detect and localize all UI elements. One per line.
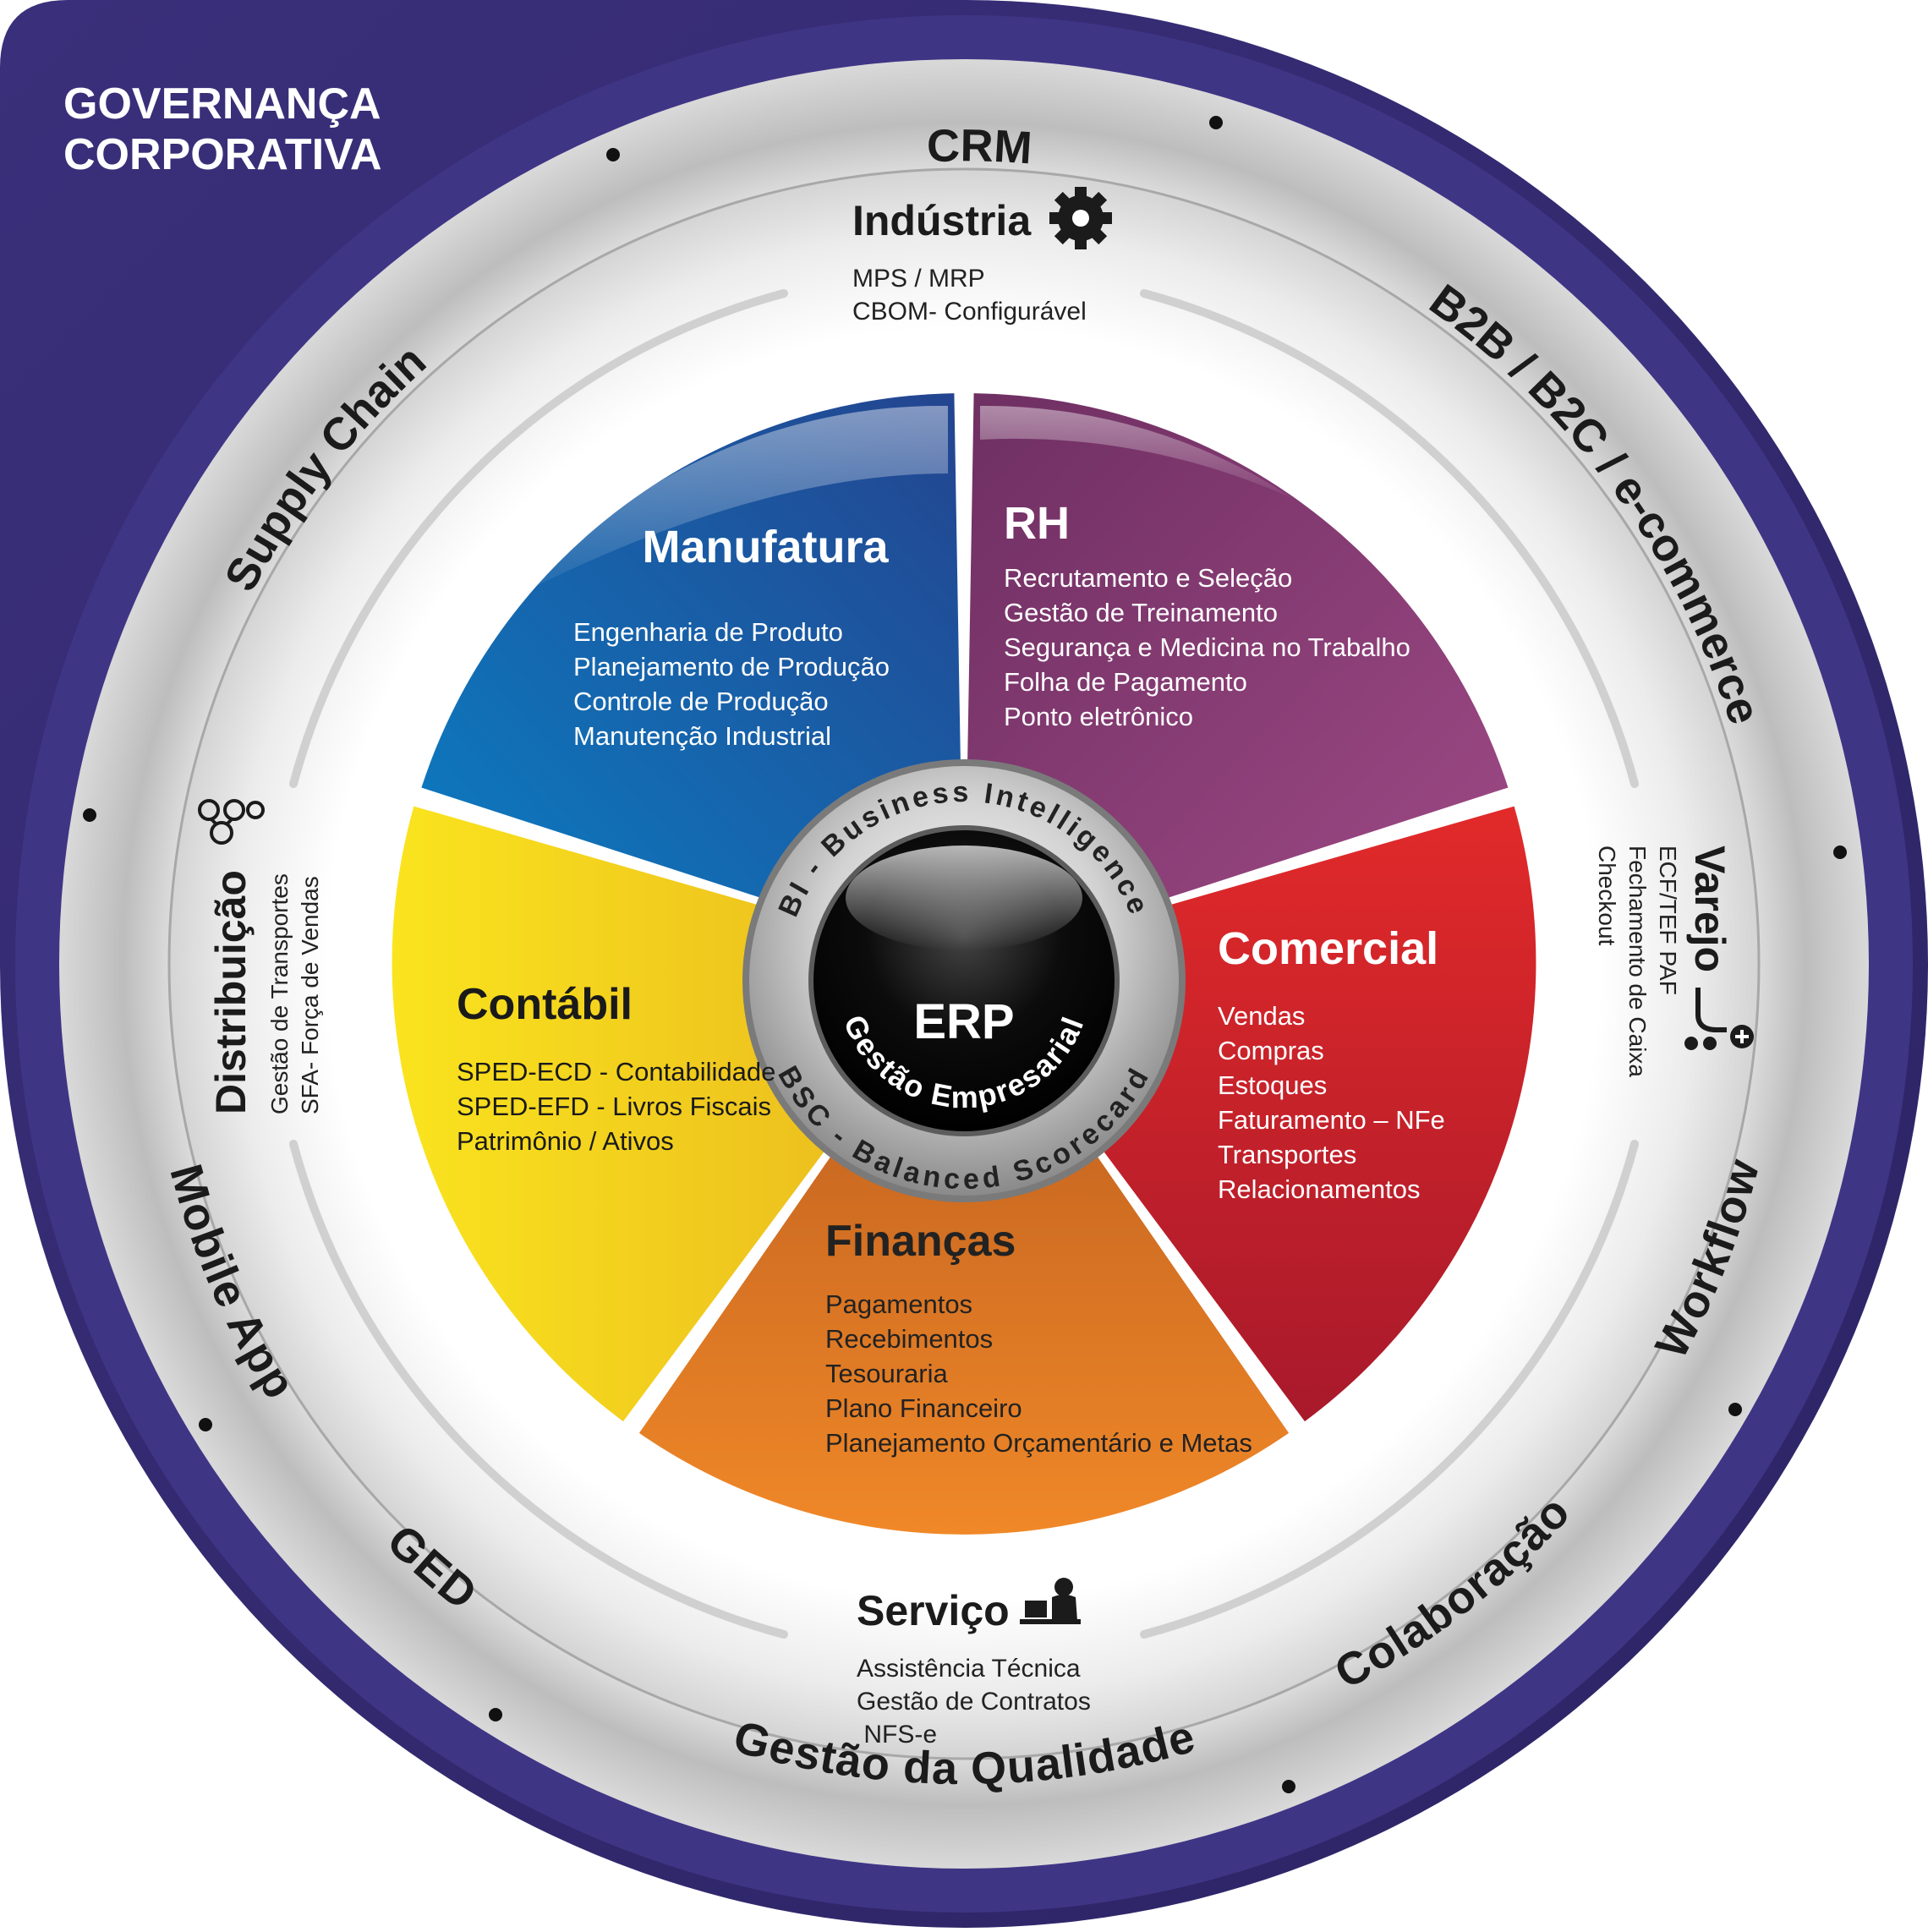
vertical-servico[interactable]: Serviço Assistência Técnica Gestão de Co… [857, 1578, 1091, 1749]
list-item: SFA- Força de Vendas [297, 876, 323, 1114]
vertical-ring-arcs [289, 289, 1639, 1639]
corner-title: GOVERNANÇA CORPORATIVA [63, 79, 382, 179]
list-item: NFS-e [857, 1721, 937, 1749]
segment-title-rh: RH [1004, 498, 1070, 549]
outer-ring-bullets [83, 116, 1847, 1793]
list-item: Compras [1218, 1036, 1324, 1065]
list-item: SPED-ECD - Contabilidade [457, 1057, 775, 1086]
segment-items-contabil: SPED-ECD - Contabilidade SPED-EFD - Livr… [457, 1057, 775, 1156]
list-item: Recebimentos [825, 1324, 993, 1354]
list-item: Gestão de Contratos [857, 1688, 1091, 1716]
list-item: Plano Financeiro [825, 1393, 1022, 1423]
segment-title-manufatura: Manufatura [642, 522, 889, 572]
list-item: Planejamento Orçamentário e Metas [825, 1428, 1252, 1458]
network-nodes-icon [198, 799, 265, 845]
list-item: Manutenção Industrial [573, 721, 831, 751]
list-item: Vendas [1218, 1001, 1305, 1031]
inner-disk-rim [167, 167, 1761, 1760]
ring-label-crm[interactable]: CRM [926, 120, 1033, 173]
gear-icon [1049, 187, 1112, 249]
segment-items-financas: Pagamentos Recebimentos Tesouraria Plano… [825, 1289, 1252, 1458]
list-item: Transportes [1218, 1140, 1356, 1169]
corner-title-line-2: CORPORATIVA [63, 130, 382, 179]
person-at-desk-icon [1020, 1578, 1081, 1624]
list-item: Controle de Produção [573, 687, 829, 716]
vertical-title-industria: Indústria [852, 197, 1032, 244]
list-item: Estoques [1218, 1070, 1327, 1100]
list-item: Recrutamento e Seleção [1004, 563, 1292, 593]
svg-text:CRM: CRM [926, 120, 1033, 173]
list-item: Tesouraria [825, 1359, 948, 1388]
segment-title-comercial: Comercial [1218, 923, 1438, 974]
list-item: ECF/TEF PAF [1655, 846, 1681, 995]
list-item: Segurança e Medicina no Trabalho [1004, 632, 1410, 662]
vertical-distribuicao[interactable]: Distribuição Gestão de Transportes SFA- … [207, 870, 323, 1114]
list-item: Fechamento de Caixa [1624, 846, 1651, 1077]
list-item: SPED-EFD - Livros Fiscais [457, 1092, 771, 1121]
list-item: Engenharia de Produto [573, 617, 843, 647]
vertical-varejo[interactable]: Varejo ECF/TEF PAF Fechamento de Caixa C… [1594, 846, 1734, 1077]
list-item: Planejamento de Produção [573, 652, 890, 681]
list-item: Ponto eletrônico [1004, 702, 1193, 731]
list-item: Gestão de Transportes [266, 873, 293, 1114]
vertical-title-varejo: Varejo [1686, 846, 1734, 972]
list-item: Folha de Pagamento [1004, 667, 1247, 697]
segment-items-rh: Recrutamento e Seleção Gestão de Treinam… [1004, 563, 1410, 731]
segment-items-comercial: Vendas Compras Estoques Faturamento – NF… [1218, 1001, 1445, 1204]
center-title: ERP [913, 994, 1014, 1049]
segment-title-financas: Finanças [825, 1217, 1016, 1266]
segment-items-manufatura: Engenharia de Produto Planejamento de Pr… [573, 617, 890, 751]
center-hub[interactable]: ERP BI - Business Intelligence BSC - Bal… [742, 759, 1186, 1202]
shopping-cart-icon [1684, 988, 1754, 1050]
list-item: Relacionamentos [1218, 1174, 1421, 1204]
segment-title-contabil: Contábil [457, 980, 633, 1029]
segment-financas[interactable] [638, 964, 1290, 1535]
list-item: Checkout [1594, 846, 1620, 946]
vertical-industria[interactable]: Indústria MPS / MRP CBOM- Configurável [852, 187, 1112, 326]
list-item: Pagamentos [825, 1289, 972, 1319]
list-item: Patrimônio / Ativos [457, 1126, 674, 1156]
list-item: CBOM- Configurável [852, 298, 1087, 326]
list-item: Faturamento – NFe [1218, 1105, 1445, 1135]
vertical-title-servico: Serviço [857, 1587, 1010, 1634]
list-item: MPS / MRP [852, 265, 985, 293]
list-item: Assistência Técnica [857, 1655, 1081, 1683]
vertical-title-distribuicao: Distribuição [207, 870, 255, 1114]
corner-title-line-1: GOVERNANÇA [63, 79, 381, 129]
list-item: Gestão de Treinamento [1004, 598, 1278, 627]
